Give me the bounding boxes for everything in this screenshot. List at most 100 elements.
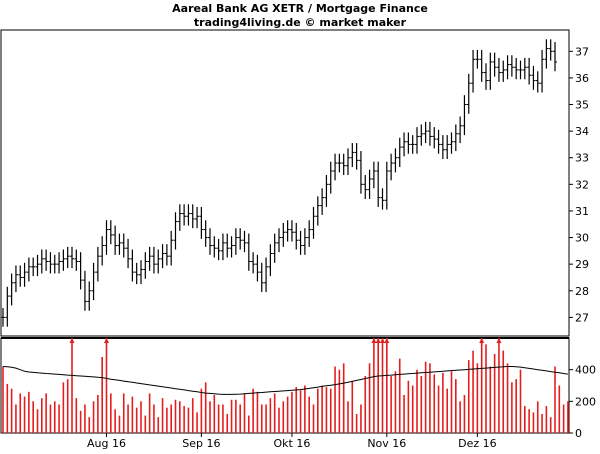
price-bar bbox=[320, 188, 325, 215]
price-bar bbox=[1, 308, 5, 327]
price-bar bbox=[289, 220, 294, 242]
volume-tick-label: 0 bbox=[575, 427, 582, 440]
volume-ma-line bbox=[2, 366, 568, 395]
price-bar bbox=[61, 249, 66, 271]
volume-tick-label: 400 bbox=[575, 364, 596, 377]
price-bar bbox=[220, 233, 225, 261]
price-bar bbox=[423, 121, 428, 144]
price-bar bbox=[139, 260, 143, 285]
price-bar bbox=[371, 161, 376, 189]
price-tick-label: 34 bbox=[575, 125, 589, 138]
price-bar bbox=[346, 148, 350, 176]
price-bar bbox=[535, 71, 540, 93]
chart-title: Aareal Bank AG XETR / Mortgage Finance bbox=[172, 2, 428, 15]
price-bar bbox=[406, 132, 411, 154]
price-bar bbox=[70, 246, 74, 269]
price-bar bbox=[514, 57, 519, 80]
price-bar bbox=[82, 270, 87, 311]
price-bar bbox=[18, 265, 23, 287]
price-bar bbox=[246, 233, 251, 271]
price-bar bbox=[95, 246, 100, 282]
price-bar bbox=[501, 60, 506, 82]
price-bar bbox=[402, 132, 407, 157]
price-bar bbox=[522, 57, 527, 80]
price-bar bbox=[328, 161, 333, 194]
price-bar bbox=[104, 220, 109, 255]
price-bar bbox=[436, 129, 441, 154]
price-bar bbox=[57, 252, 62, 274]
price-bar bbox=[358, 151, 363, 194]
price-bar bbox=[384, 161, 389, 210]
price-bar bbox=[458, 116, 463, 144]
price-bar bbox=[164, 244, 169, 266]
price-bar bbox=[475, 49, 480, 69]
price-bar bbox=[78, 252, 83, 290]
price-bar bbox=[333, 153, 338, 181]
price-bar bbox=[380, 188, 385, 210]
volume-overflow-arrow bbox=[104, 338, 109, 343]
price-bar bbox=[272, 233, 277, 263]
price-bar bbox=[531, 65, 536, 90]
price-bar bbox=[341, 153, 346, 176]
price-bar bbox=[130, 249, 135, 282]
price-bar bbox=[462, 95, 467, 136]
price-bar bbox=[527, 57, 532, 85]
volume-axis: 0 200 400 bbox=[569, 364, 596, 440]
price-tick-label: 32 bbox=[575, 178, 589, 191]
price-axis: 27 28 29 30 31 32 33 34 35 36 37 bbox=[569, 45, 589, 324]
price-tick-label: 28 bbox=[575, 285, 589, 298]
price-tick-label: 27 bbox=[575, 311, 589, 324]
price-bar bbox=[22, 262, 27, 287]
price-bar bbox=[169, 230, 174, 266]
price-bar bbox=[294, 222, 299, 250]
price-bar bbox=[509, 55, 514, 77]
price-bar bbox=[203, 220, 208, 247]
price-bar bbox=[277, 228, 281, 253]
price-bar bbox=[195, 206, 200, 229]
price-tick-label: 31 bbox=[575, 205, 589, 218]
price-bar bbox=[186, 204, 191, 226]
price-bar bbox=[5, 286, 10, 327]
price-bar bbox=[259, 262, 264, 293]
price-bar bbox=[496, 57, 501, 82]
price-bar bbox=[74, 249, 79, 271]
volume-overflow-arrow bbox=[479, 338, 485, 343]
price-bar bbox=[367, 169, 372, 199]
price-bars bbox=[1, 39, 557, 327]
price-bar bbox=[479, 49, 484, 82]
price-bar bbox=[113, 225, 118, 255]
price-bar bbox=[315, 196, 320, 226]
price-bar bbox=[52, 254, 57, 274]
price-bar bbox=[553, 41, 557, 72]
price-tick-label: 29 bbox=[575, 258, 589, 271]
price-bar bbox=[208, 228, 212, 255]
price-bar bbox=[281, 222, 286, 247]
price-bar bbox=[397, 137, 402, 168]
price-bar bbox=[518, 60, 523, 80]
volume-bars bbox=[2, 338, 569, 433]
price-bar bbox=[216, 238, 221, 261]
price-bar bbox=[350, 143, 355, 168]
price-bar bbox=[87, 281, 92, 311]
price-bar bbox=[354, 143, 359, 170]
price-bar bbox=[242, 230, 247, 253]
price-bar bbox=[100, 236, 105, 266]
x-tick-label: Dez 16 bbox=[458, 437, 497, 450]
price-bar bbox=[147, 246, 152, 271]
price-bar bbox=[419, 124, 424, 146]
price-tick-label: 36 bbox=[575, 72, 589, 85]
price-bar bbox=[307, 220, 312, 247]
price-bar bbox=[134, 262, 139, 285]
price-bar bbox=[177, 204, 182, 231]
price-bar bbox=[453, 124, 458, 152]
price-bar bbox=[432, 127, 437, 149]
price-bar bbox=[143, 252, 148, 279]
price-bar bbox=[540, 49, 545, 93]
volume-moving-average bbox=[2, 366, 568, 395]
price-bar bbox=[126, 238, 131, 269]
volume-panel-frame bbox=[0, 337, 570, 434]
price-bar bbox=[471, 49, 476, 93]
price-bar bbox=[9, 273, 14, 306]
price-bar bbox=[376, 161, 381, 207]
